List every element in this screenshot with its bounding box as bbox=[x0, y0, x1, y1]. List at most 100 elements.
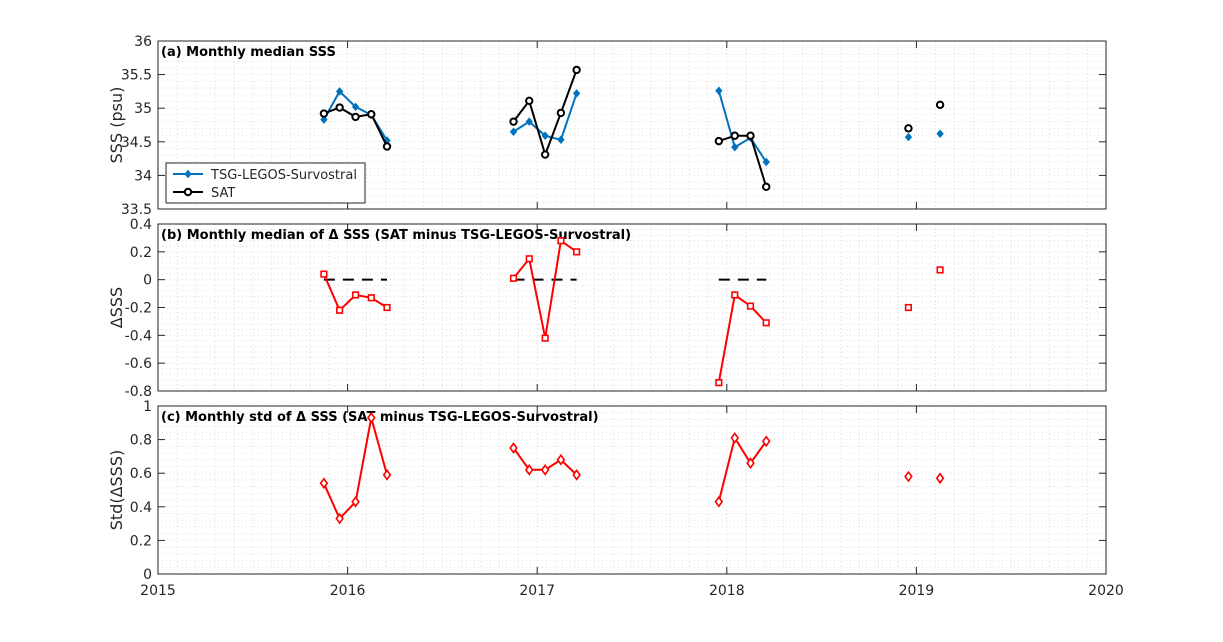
x-tick-label: 2019 bbox=[899, 583, 935, 599]
data-point-sat-a bbox=[382, 142, 392, 151]
legend-marker-sat bbox=[183, 187, 193, 197]
data-point-tsg-a bbox=[351, 102, 360, 112]
y-tick-label-b: -0.2 bbox=[125, 301, 152, 317]
data-point-delta-c bbox=[761, 435, 771, 448]
data-point-tsg-a bbox=[762, 157, 770, 167]
y-tick-label-b: -0.8 bbox=[125, 384, 152, 400]
data-point-tsg-a bbox=[936, 129, 944, 139]
y-tick-label-a: 36 bbox=[134, 34, 152, 50]
y-tick-label-c: 0.2 bbox=[130, 533, 152, 549]
data-point-tsg-a bbox=[731, 142, 739, 152]
y-tick-label-b: 0.4 bbox=[130, 217, 152, 233]
data-point-sat-a bbox=[935, 100, 945, 110]
data-point-tsg-a bbox=[509, 127, 518, 136]
series-line-delta-c bbox=[717, 435, 768, 503]
x-tick-label: 2020 bbox=[1088, 583, 1124, 599]
data-point-delta-c bbox=[714, 495, 724, 508]
data-point-sat-a bbox=[319, 109, 329, 118]
data-point-sat-a bbox=[335, 103, 344, 112]
y-tick-label-a: 35 bbox=[134, 101, 152, 117]
data-point-delta-b bbox=[762, 319, 770, 327]
data-point-delta-b bbox=[320, 270, 328, 278]
data-point-delta-b bbox=[351, 291, 360, 299]
data-point-delta-b bbox=[573, 248, 581, 256]
data-point-delta-c bbox=[367, 411, 376, 424]
axes-box-c bbox=[157, 405, 1107, 575]
series-line-delta-b bbox=[717, 293, 767, 383]
y-axis-label-b: ΔSSS bbox=[107, 287, 126, 328]
data-point-sat-a bbox=[540, 150, 550, 159]
data-point-delta-b bbox=[557, 237, 565, 245]
data-point-delta-c bbox=[540, 463, 550, 476]
legend-label-sat: SAT bbox=[211, 186, 235, 201]
y-tick-label-b: -0.6 bbox=[125, 356, 152, 372]
y-tick-label-a: 33.5 bbox=[121, 202, 152, 218]
axes-box-b bbox=[157, 223, 1107, 392]
x-tick-label: 2016 bbox=[330, 583, 366, 599]
x-tick-label: 2018 bbox=[709, 583, 745, 599]
data-point-delta-b bbox=[904, 303, 913, 312]
y-tick-label-a: 34 bbox=[134, 168, 152, 184]
data-point-tsg-a bbox=[541, 131, 549, 141]
data-point-delta-b bbox=[367, 294, 375, 302]
y-tick-label-c: 0.6 bbox=[130, 466, 152, 482]
data-point-delta-c bbox=[730, 432, 740, 444]
data-point-delta-b bbox=[336, 306, 344, 314]
data-point-delta-b bbox=[525, 255, 533, 263]
panel-title-b: (b) Monthly median of Δ SSS (SAT minus T… bbox=[161, 228, 631, 243]
data-point-delta-b bbox=[731, 291, 739, 299]
panel-title-a: (a) Monthly median SSS bbox=[161, 45, 336, 60]
data-point-sat-a bbox=[904, 124, 913, 133]
y-tick-label-a: 35.5 bbox=[121, 68, 152, 84]
data-point-sat-a bbox=[762, 182, 771, 192]
data-point-tsg-a bbox=[335, 87, 344, 96]
data-point-delta-c bbox=[556, 453, 566, 466]
data-point-delta-c bbox=[382, 469, 392, 481]
data-point-sat-a bbox=[351, 112, 360, 122]
data-point-tsg-a bbox=[715, 86, 723, 95]
y-tick-label-c: 1 bbox=[143, 399, 152, 415]
axes-box-a bbox=[157, 40, 1107, 210]
data-point-tsg-a bbox=[572, 89, 581, 98]
x-tick-label: 2017 bbox=[519, 583, 555, 599]
series-line-delta-b bbox=[512, 238, 578, 339]
data-point-sat-a bbox=[525, 96, 534, 106]
data-point-sat-a bbox=[572, 65, 581, 75]
legend-label-tsg: TSG-LEGOS-Survostral bbox=[210, 168, 357, 183]
data-point-delta-c bbox=[904, 470, 913, 483]
data-point-delta-c bbox=[524, 463, 534, 476]
data-point-tsg-a bbox=[557, 135, 565, 145]
data-point-sat-a bbox=[509, 117, 518, 126]
y-tick-label-c: 0.8 bbox=[130, 433, 152, 449]
y-axis-label-a: SSS (psu) bbox=[107, 87, 126, 164]
data-point-delta-b bbox=[746, 302, 755, 310]
legend-box bbox=[165, 162, 366, 204]
y-tick-label-c: 0 bbox=[143, 567, 152, 583]
data-point-sat-a bbox=[746, 131, 755, 140]
data-point-delta-b bbox=[936, 266, 944, 274]
data-point-delta-c bbox=[351, 495, 360, 508]
data-point-delta-c bbox=[319, 477, 329, 490]
panel-title-c: (c) Monthly std of Δ SSS (SAT minus TSG-… bbox=[161, 410, 599, 425]
y-tick-label-a: 34.5 bbox=[121, 135, 152, 151]
y-axis-label-c: Std(ΔSSS) bbox=[107, 450, 126, 530]
x-tick-label: 2015 bbox=[140, 583, 176, 599]
data-point-sat-a bbox=[367, 110, 376, 119]
y-tick-label-b: -0.4 bbox=[125, 328, 152, 344]
series-line-sat-a bbox=[718, 134, 768, 188]
data-point-sat-a bbox=[730, 131, 739, 140]
data-point-tsg-a bbox=[525, 117, 533, 126]
legend-marker-tsg bbox=[184, 169, 192, 179]
data-point-sat-a bbox=[556, 108, 566, 118]
data-point-sat-a bbox=[714, 136, 724, 146]
data-point-tsg-a bbox=[904, 132, 913, 142]
data-point-delta-b bbox=[715, 379, 723, 387]
y-tick-label-c: 0.4 bbox=[130, 500, 152, 516]
data-point-delta-c bbox=[572, 469, 581, 481]
y-tick-label-b: 0.2 bbox=[130, 245, 152, 261]
data-point-tsg-a bbox=[320, 115, 328, 124]
data-point-delta-b bbox=[509, 274, 518, 282]
series-line-tsg-a bbox=[717, 90, 768, 163]
